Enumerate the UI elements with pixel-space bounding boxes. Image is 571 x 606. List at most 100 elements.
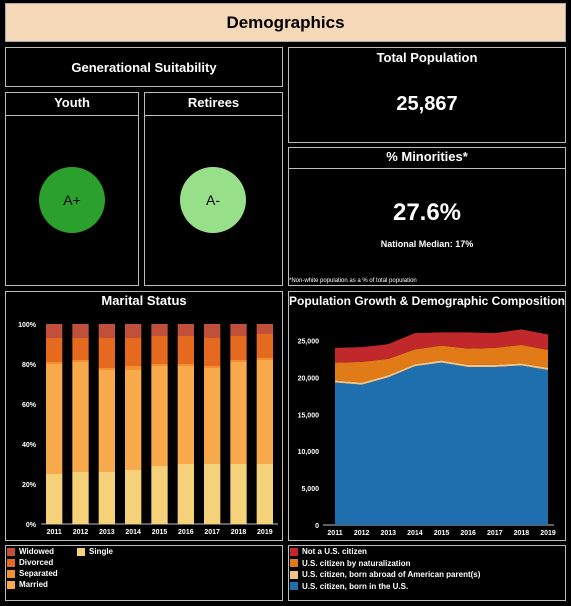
marital-legend-item: Married [7, 580, 48, 589]
x-tick-label: 2014 [407, 530, 423, 537]
minorities-panel: % Minorities* 27.6% National Median: 17%… [288, 147, 566, 286]
marital-legend: Widowed Single Divorced Separated Married [5, 545, 283, 601]
bar-separated-2013 [98, 368, 115, 370]
x-tick-label: 2016 [178, 529, 194, 536]
y-tick-label: 40% [22, 442, 37, 449]
bar-single-2018 [230, 464, 247, 524]
y-tick-label: 0% [26, 522, 37, 529]
bar-single-2015 [151, 466, 168, 524]
bar-married-2016 [177, 366, 194, 464]
x-tick-label: 2018 [231, 529, 247, 536]
x-tick-label: 2015 [152, 529, 168, 536]
population-growth-title: Population Growth & Demographic Composit… [289, 294, 565, 308]
youth-grade: A+ [63, 192, 81, 208]
x-tick-label: 2012 [354, 530, 370, 537]
bar-married-2019 [256, 360, 273, 464]
bar-single-2017 [204, 464, 221, 524]
area-u-s-citizen-by-naturalization [335, 344, 548, 383]
growth-legend-item-label: U.S. citizen, born abroad of American pa… [302, 570, 481, 579]
total-population-title: Total Population [376, 50, 478, 65]
bar-separated-2019 [256, 358, 273, 360]
total-population-value: 25,867 [396, 93, 458, 115]
youth-panel: Youth A+ [5, 92, 139, 286]
bar-married-2017 [204, 368, 221, 464]
marital-legend-item: Divorced [7, 558, 53, 567]
population-growth-panel: Population Growth & Demographic Composit… [288, 291, 566, 541]
bar-married-2012 [72, 362, 89, 472]
marital-legend-item-swatch [7, 547, 15, 556]
bar-married-2014 [125, 370, 142, 470]
bar-widowed-2013 [98, 324, 115, 338]
youth-grade-circle: A+ [39, 167, 105, 233]
retirees-label: Retirees [145, 93, 282, 116]
bar-divorced-2017 [204, 338, 221, 366]
bar-widowed-2014 [125, 324, 142, 338]
growth-legend-item-swatch [290, 559, 298, 567]
bar-married-2015 [151, 366, 168, 466]
x-tick-label: 2017 [204, 529, 220, 536]
x-tick-label: 2016 [460, 530, 476, 537]
generational-suitability-title: Generational Suitability [71, 59, 217, 75]
bar-single-2013 [98, 472, 115, 524]
bar-divorced-2016 [177, 336, 194, 364]
population-growth-chart: 0 5,000 10,000 15,000 20,000 25,000 2011 2012 20… [298, 329, 556, 537]
bar-divorced-2011 [46, 338, 63, 362]
growth-legend-item-swatch [290, 547, 298, 556]
marital-legend-item-label: Divorced [19, 558, 54, 567]
growth-legend-item-swatch [290, 582, 298, 590]
y-tick-label: 25,000 [298, 338, 320, 345]
y-tick-label: 5,000 [301, 486, 319, 493]
marital-legend-item-label: Widowed [19, 547, 55, 556]
y-tick-label: 10,000 [298, 449, 320, 456]
minorities-value: 27.6% [392, 199, 462, 226]
area-u-s-citizen-born-in-the-u-s- [335, 362, 548, 525]
bar-single-2011 [46, 474, 63, 524]
x-tick-label: 2017 [487, 530, 503, 537]
marital-status-panel: Marital Status 0% 20% 40% 60% 80% 100% 2011 201… [5, 291, 283, 541]
retirees-grade: A- [206, 192, 220, 208]
y-tick-label: 0 [315, 523, 319, 530]
y-tick-label: 20,000 [298, 375, 320, 382]
bar-separated-2014 [125, 366, 142, 370]
x-tick-label: 2019 [257, 529, 273, 536]
growth-legend-item: U.S. citizen by naturalization [290, 559, 410, 568]
x-tick-label: 2013 [380, 530, 396, 537]
total-population-panel: Total Population 25,867 [288, 47, 566, 143]
bar-separated-2012 [72, 360, 89, 362]
marital-status-chart: 0% 20% 40% 60% 80% 100% 2011 2012 2013 2014 2015 20… [18, 322, 278, 536]
marital-legend-item-swatch [7, 569, 15, 578]
bar-married-2011 [46, 364, 63, 474]
bar-single-2016 [177, 464, 194, 524]
marital-legend-item: Separated [7, 569, 58, 578]
growth-legend: Not a U.S. citizen U.S. citizen by natura… [288, 545, 566, 601]
bar-widowed-2015 [151, 324, 168, 336]
y-tick-label: 100% [18, 322, 37, 329]
bar-divorced-2015 [151, 336, 168, 364]
bar-single-2019 [256, 464, 273, 524]
marital-legend-item: Widowed [7, 547, 54, 556]
marital-legend-item-label: Married [19, 580, 48, 589]
generational-suitability-panel: Generational Suitability [5, 47, 283, 87]
national-median: National Median: 17% [380, 239, 474, 249]
bar-widowed-2019 [256, 324, 273, 334]
bar-separated-2017 [204, 366, 221, 368]
bar-single-2014 [125, 470, 142, 524]
x-tick-label: 2013 [99, 529, 115, 536]
growth-legend-item: U.S. citizen, born abroad of American pa… [290, 570, 480, 579]
bar-separated-2011 [46, 362, 63, 364]
y-tick-label: 20% [22, 482, 37, 489]
x-tick-label: 2014 [125, 529, 141, 536]
bar-widowed-2018 [230, 324, 247, 336]
y-tick-label: 60% [22, 402, 37, 409]
growth-legend-item-swatch [290, 570, 298, 579]
bar-separated-2015 [151, 364, 168, 366]
bar-divorced-2019 [256, 334, 273, 358]
bar-widowed-2016 [177, 324, 194, 336]
x-tick-label: 2011 [327, 530, 342, 537]
marital-legend-item-swatch [7, 580, 15, 589]
retirees-grade-circle: A- [180, 167, 246, 233]
page-title-text: Demographics [226, 12, 345, 32]
marital-legend-item-label: Single [89, 547, 114, 556]
growth-legend-item-label: Not a U.S. citizen [302, 547, 367, 556]
bar-widowed-2017 [204, 324, 221, 338]
